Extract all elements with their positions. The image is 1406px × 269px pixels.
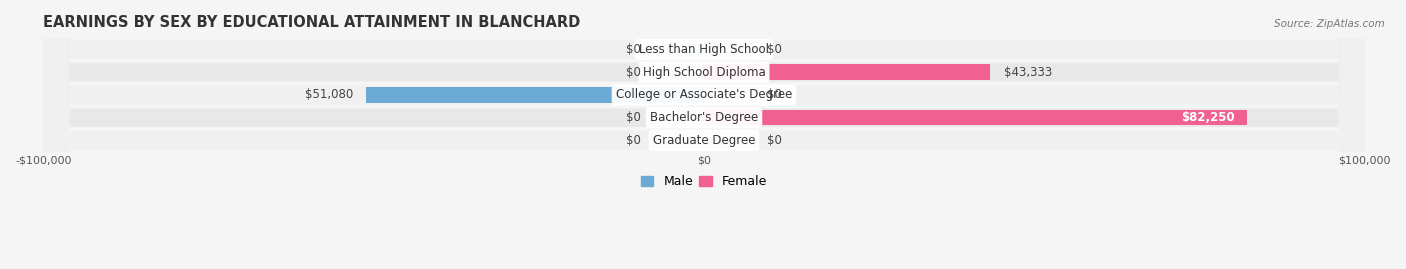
Bar — [651, 65, 704, 80]
Text: $0: $0 — [626, 134, 641, 147]
Text: High School Diploma: High School Diploma — [643, 66, 765, 79]
Bar — [651, 110, 704, 125]
FancyBboxPatch shape — [44, 0, 1365, 269]
Text: $0: $0 — [766, 134, 782, 147]
Text: Graduate Degree: Graduate Degree — [652, 134, 755, 147]
Bar — [704, 42, 756, 57]
Bar — [704, 65, 990, 80]
Text: Less than High School: Less than High School — [638, 43, 769, 56]
Bar — [651, 42, 704, 57]
Bar — [651, 133, 704, 148]
Text: $51,080: $51,080 — [305, 89, 353, 101]
Legend: Male, Female: Male, Female — [636, 170, 772, 193]
Text: $0: $0 — [626, 43, 641, 56]
Bar — [704, 110, 1247, 125]
Text: $82,250: $82,250 — [1181, 111, 1234, 124]
FancyBboxPatch shape — [44, 0, 1365, 269]
Text: EARNINGS BY SEX BY EDUCATIONAL ATTAINMENT IN BLANCHARD: EARNINGS BY SEX BY EDUCATIONAL ATTAINMEN… — [44, 15, 581, 30]
FancyBboxPatch shape — [44, 0, 1365, 269]
Text: $0: $0 — [626, 111, 641, 124]
Text: Bachelor's Degree: Bachelor's Degree — [650, 111, 758, 124]
FancyBboxPatch shape — [44, 0, 1365, 269]
Bar — [704, 87, 756, 103]
Text: College or Associate's Degree: College or Associate's Degree — [616, 89, 792, 101]
Text: $0: $0 — [626, 66, 641, 79]
Text: $0: $0 — [766, 43, 782, 56]
Bar — [704, 133, 756, 148]
Text: $0: $0 — [766, 89, 782, 101]
Text: $43,333: $43,333 — [1004, 66, 1052, 79]
FancyBboxPatch shape — [44, 0, 1365, 269]
Bar — [367, 87, 704, 103]
Text: Source: ZipAtlas.com: Source: ZipAtlas.com — [1274, 19, 1385, 29]
